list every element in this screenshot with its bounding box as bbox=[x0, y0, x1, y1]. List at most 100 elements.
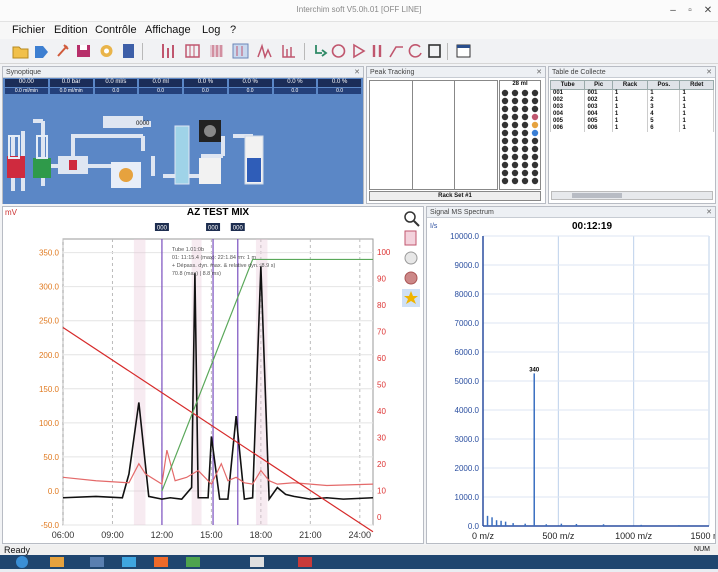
tracking-column bbox=[455, 81, 497, 189]
play-icon[interactable] bbox=[350, 42, 367, 60]
menu-edition[interactable]: Edition bbox=[54, 24, 88, 36]
peak-label-bg bbox=[526, 364, 543, 374]
rack-tube bbox=[531, 113, 539, 121]
table-row[interactable]: 005 005 1 5 1 bbox=[549, 117, 714, 125]
uv-signal-line bbox=[62, 266, 374, 502]
taskbar-app-icon[interactable] bbox=[186, 557, 200, 567]
table-cell: 006 bbox=[584, 124, 613, 132]
taskbar-app-icon[interactable] bbox=[250, 557, 264, 567]
rotate-icon[interactable] bbox=[330, 42, 347, 60]
y-tick-label: 150.0 bbox=[39, 385, 60, 394]
column-header[interactable]: Tube bbox=[549, 80, 586, 90]
rack-tube bbox=[521, 113, 529, 121]
restart-icon[interactable] bbox=[407, 42, 424, 60]
fraction-grid-icon[interactable] bbox=[184, 42, 201, 60]
close-panel-icon[interactable]: ✕ bbox=[536, 69, 542, 76]
table-cell: 1 bbox=[611, 117, 649, 125]
stop-icon[interactable] bbox=[426, 42, 443, 60]
synoptic-diagram: 00.00 0.0 bar 0.0 ml/s 0.0 ml 0.0 % 0.0 … bbox=[3, 78, 363, 204]
pause-icon[interactable] bbox=[369, 42, 386, 60]
status-bar: Ready NUM bbox=[0, 545, 718, 555]
rack-tube bbox=[511, 145, 519, 153]
close-panel-icon[interactable]: ✕ bbox=[354, 69, 360, 76]
ms-spectrum-chart[interactable]: I/s 00:12:19 0 m/z 500 m/z 1000 m/z 1500 m/z 1… bbox=[427, 218, 715, 543]
table-row[interactable]: 003 003 1 3 1 bbox=[549, 103, 714, 111]
horizontal-scrollbar[interactable] bbox=[551, 191, 713, 200]
title-bar: Interchim soft V5.0h.01 [OFF LINE] ‒ ▫ ✕ bbox=[0, 0, 718, 22]
table-cell: 1 bbox=[679, 103, 714, 111]
target-icon[interactable] bbox=[402, 249, 420, 267]
table-row[interactable]: 001 001 1 1 1 bbox=[549, 89, 714, 97]
close-panel-icon[interactable]: ✕ bbox=[706, 209, 712, 216]
column-header[interactable]: Pic bbox=[584, 80, 613, 90]
x-tick-label: 09:00 bbox=[101, 530, 124, 540]
window-icon[interactable] bbox=[455, 42, 472, 60]
fraction-bars-icon[interactable] bbox=[160, 42, 177, 60]
minimize-button[interactable]: ‒ bbox=[670, 5, 676, 16]
rack-tube bbox=[521, 97, 529, 105]
fraction-split-icon[interactable] bbox=[232, 42, 249, 60]
close-panel-icon[interactable]: ✕ bbox=[706, 69, 712, 76]
settings-icon[interactable] bbox=[98, 42, 115, 60]
fraction-marker-badge bbox=[230, 223, 245, 231]
taskbar-app-icon[interactable] bbox=[122, 557, 136, 567]
fraction-select-icon[interactable] bbox=[208, 42, 225, 60]
taskbar-app-icon[interactable] bbox=[90, 557, 104, 567]
y2-tick-label: 40 bbox=[377, 407, 386, 416]
table-cell: 2 bbox=[647, 96, 681, 104]
rack-tube bbox=[501, 153, 509, 161]
zoom-icon[interactable] bbox=[402, 209, 420, 227]
injector bbox=[103, 116, 143, 128]
rack-selector[interactable]: Rack Set #1 bbox=[369, 191, 541, 201]
y-tick-label: 3000.0 bbox=[455, 435, 480, 444]
y-tick-label: -50.0 bbox=[41, 521, 60, 530]
synoptic-title: Synoptique bbox=[6, 69, 42, 76]
menu-fichier[interactable]: Fichier bbox=[12, 24, 46, 36]
table-cell: 002 bbox=[549, 96, 586, 104]
table-cell: 1 bbox=[611, 103, 649, 111]
waste-bottle bbox=[199, 158, 221, 184]
collect-table-title: Table de Collecte bbox=[552, 69, 606, 76]
y2-tick-label: 90 bbox=[377, 275, 386, 284]
flow-diagram bbox=[7, 116, 264, 191]
y-tick-label: 200.0 bbox=[39, 351, 60, 360]
column-header[interactable]: Rdet bbox=[679, 80, 714, 90]
chart-title: AZ TEST MIX bbox=[187, 207, 250, 218]
chromatogram-chart[interactable]: mV AZ TEST MIX 06:00 09:00 12:00 15:00 18:00 21… bbox=[3, 207, 423, 543]
close-button[interactable]: ✕ bbox=[703, 5, 713, 16]
table-row[interactable]: 004 004 1 4 1 bbox=[549, 110, 714, 118]
menu-controle[interactable]: Contrôle bbox=[95, 24, 137, 36]
fraction-collect-icon[interactable] bbox=[280, 42, 297, 60]
save-icon[interactable] bbox=[75, 42, 92, 60]
menu-log[interactable]: Log bbox=[202, 24, 221, 36]
chart-report-icon[interactable] bbox=[402, 229, 420, 247]
table-row[interactable]: 006 006 1 6 1 bbox=[549, 124, 714, 132]
rack-tube bbox=[521, 145, 529, 153]
x-tick-label: 1000 m/z bbox=[615, 531, 653, 541]
menu-help[interactable]: ? bbox=[230, 24, 237, 36]
ms-signal-line bbox=[62, 449, 374, 487]
sample-icon[interactable] bbox=[120, 42, 137, 60]
taskbar-app-icon[interactable] bbox=[154, 557, 168, 567]
table-row[interactable]: 002 002 1 2 1 bbox=[549, 96, 714, 104]
fraction-peak-icon[interactable] bbox=[256, 42, 273, 60]
menu-affichage[interactable]: Affichage bbox=[145, 24, 191, 36]
fraction-marker-label: 000 bbox=[157, 226, 168, 232]
start-icon[interactable] bbox=[16, 556, 28, 568]
valve-icon[interactable] bbox=[312, 42, 329, 60]
rack-tube bbox=[521, 121, 529, 129]
rack-tube bbox=[521, 129, 529, 137]
maximize-button[interactable]: ▫ bbox=[688, 5, 692, 16]
star-icon[interactable] bbox=[402, 289, 420, 307]
column-header[interactable]: Rack bbox=[611, 80, 649, 90]
taskbar-app-icon[interactable] bbox=[298, 557, 312, 567]
pin-icon[interactable] bbox=[54, 42, 71, 60]
stop-circle-icon[interactable] bbox=[402, 269, 420, 287]
tag-icon[interactable] bbox=[33, 42, 50, 60]
open-folder-icon[interactable] bbox=[12, 42, 29, 60]
column-header[interactable]: Pos. bbox=[647, 80, 681, 90]
rack-tube bbox=[501, 137, 509, 145]
explorer-icon[interactable] bbox=[50, 557, 64, 567]
ramp-icon[interactable] bbox=[388, 42, 405, 60]
taskbar-icons bbox=[16, 556, 312, 568]
